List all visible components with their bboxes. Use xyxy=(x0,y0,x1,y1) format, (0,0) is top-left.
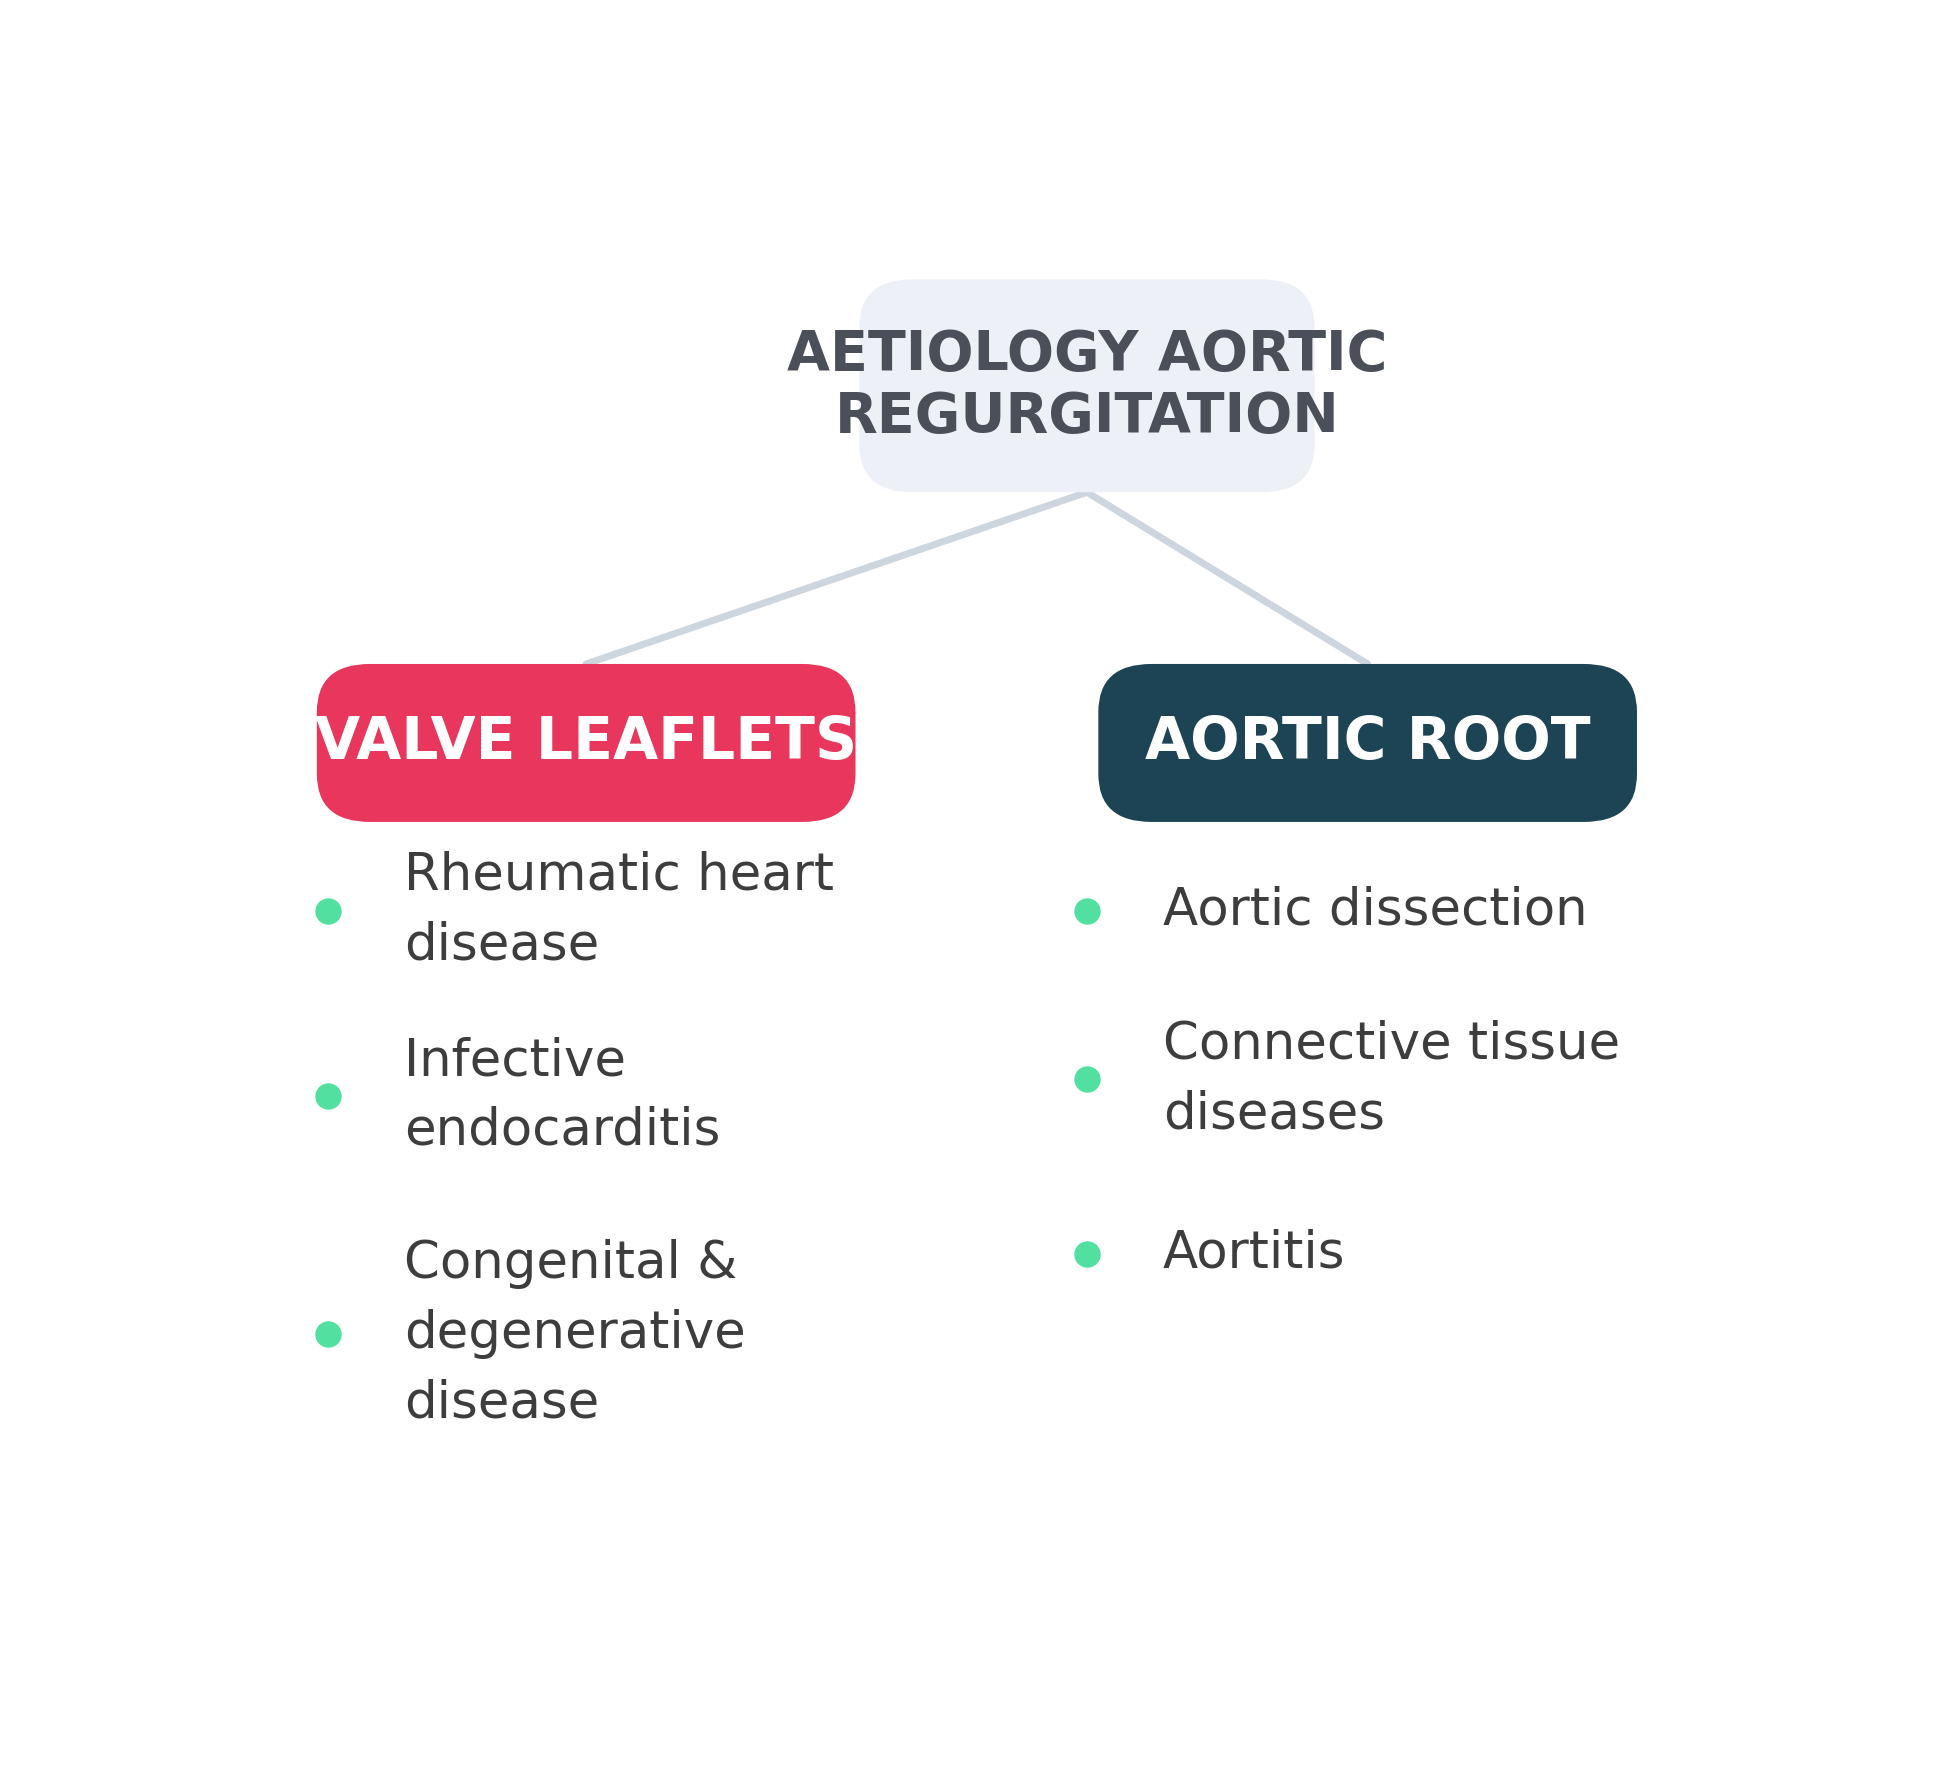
Text: AETIOLOGY AORTIC
REGURGITATION: AETIOLOGY AORTIC REGURGITATION xyxy=(787,328,1386,444)
Text: Congenital &
degenerative
disease: Congenital & degenerative disease xyxy=(403,1240,746,1429)
Text: VALVE LEAFLETS: VALVE LEAFLETS xyxy=(315,714,857,771)
Text: Infective
endocarditis: Infective endocarditis xyxy=(403,1037,720,1156)
Text: Aortic dissection: Aortic dissection xyxy=(1162,885,1587,935)
Text: Connective tissue
diseases: Connective tissue diseases xyxy=(1162,1020,1618,1140)
Text: Rheumatic heart
disease: Rheumatic heart disease xyxy=(403,851,834,970)
Text: AORTIC ROOT: AORTIC ROOT xyxy=(1145,714,1589,771)
FancyBboxPatch shape xyxy=(1098,664,1636,822)
Text: Aortitis: Aortitis xyxy=(1162,1229,1344,1279)
FancyBboxPatch shape xyxy=(859,280,1313,492)
FancyBboxPatch shape xyxy=(317,664,855,822)
